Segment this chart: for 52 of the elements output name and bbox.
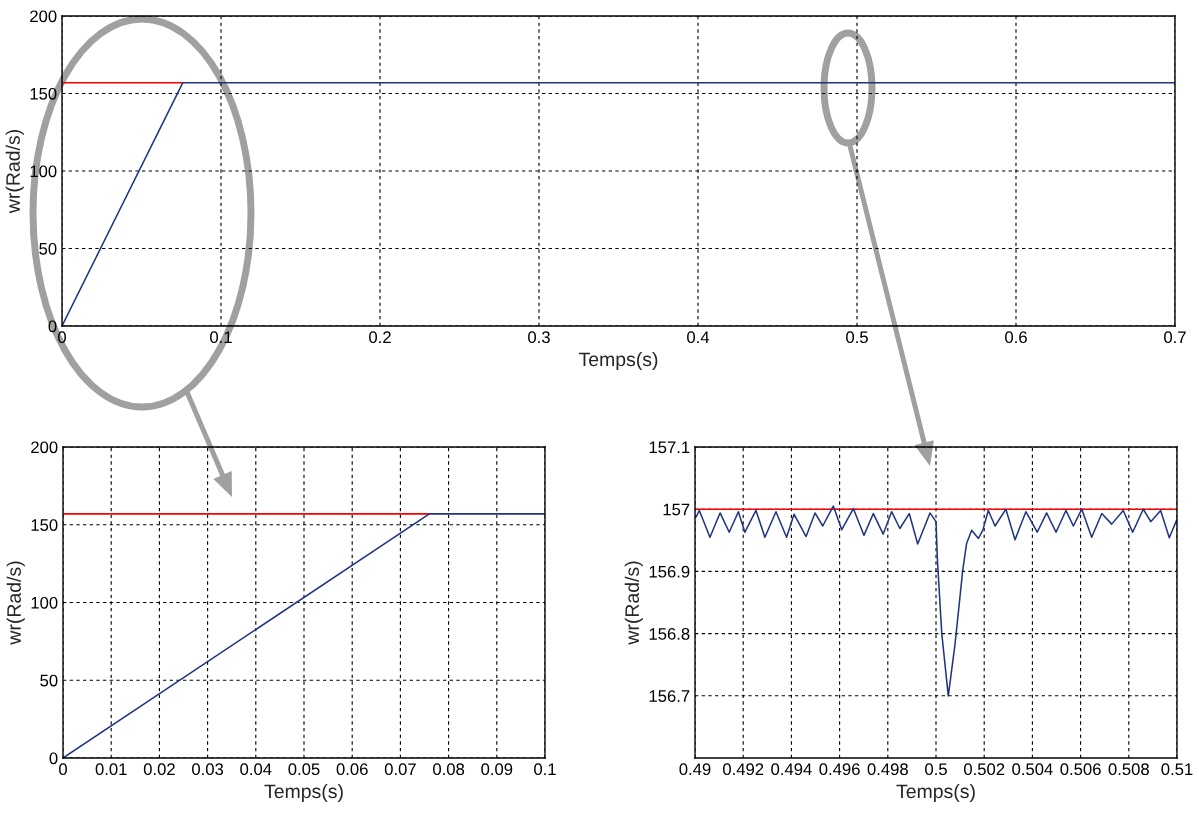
x-tick-label: 0.03: [192, 763, 224, 776]
y-tick-label: 200: [31, 441, 58, 454]
x-tick-label: 0.492: [723, 763, 764, 776]
x-axis-title: Temps(s): [578, 351, 658, 371]
x-tick-label: 0.2: [369, 331, 391, 344]
x-tick-label: 0.01: [95, 763, 127, 776]
y-tick-label: 156.9: [649, 565, 690, 578]
x-tick-label: 0: [59, 763, 67, 776]
x-tick-label: 0.02: [143, 763, 175, 776]
y-tick-label: 100: [30, 165, 57, 178]
y-tick-label: 156.7: [649, 690, 690, 702]
x-tick-label: 0.07: [384, 763, 416, 776]
x-tick-label: 0.09: [481, 763, 513, 776]
x-axis-title: Temps(s): [896, 783, 975, 803]
y-tick-label: 200: [30, 10, 57, 23]
x-tick-label: 0.498: [867, 763, 908, 776]
x-tick-label: 0.04: [240, 763, 272, 776]
x-axis-title: Temps(s): [264, 783, 343, 803]
y-tick-label: 156.8: [649, 628, 690, 640]
y-tick-label: 50: [40, 674, 58, 687]
y-axis-title: wr(Rad/s): [5, 130, 24, 214]
x-tick-label: 0.5: [846, 331, 868, 344]
x-tick-label: 0.504: [1012, 763, 1053, 776]
x-tick-label: 0.494: [771, 763, 812, 776]
x-tick-label: 0.496: [819, 763, 860, 776]
x-tick-label: 0.508: [1108, 763, 1149, 776]
y-tick-label: 100: [31, 596, 58, 609]
y-axis-title: wr(Rad/s): [6, 561, 25, 645]
x-tick-label: 0.3: [528, 331, 550, 344]
x-tick-label: 0.1: [534, 763, 556, 776]
x-tick-label: 0.5: [925, 763, 947, 776]
x-tick-label: 0.1: [210, 331, 232, 344]
y-tick-label: 50: [39, 242, 57, 255]
x-tick-label: 0.05: [288, 763, 320, 776]
line-series: [695, 505, 1177, 697]
x-tick-label: 0.502: [964, 763, 1005, 776]
x-tick-label: 0.51: [1161, 763, 1193, 776]
x-tick-label: 0.4: [687, 331, 710, 344]
x-tick-label: 0.08: [433, 763, 465, 776]
y-tick-label: 150: [30, 87, 57, 100]
x-tick-label: 0.6: [1005, 331, 1027, 344]
y-tick-label: 157.1: [649, 441, 690, 454]
y-tick-label: 150: [31, 519, 58, 531]
y-tick-label: 0: [48, 320, 57, 333]
x-tick-label: 0.06: [336, 763, 368, 776]
x-tick-label: 0.506: [1060, 763, 1101, 776]
y-tick-label: 157: [663, 503, 690, 516]
x-tick-label: 0.7: [1164, 331, 1186, 344]
y-tick-label: 0: [49, 752, 58, 765]
x-tick-label: 0: [58, 331, 66, 344]
x-tick-label: 0.49: [679, 763, 711, 776]
y-axis-title: wr(Rad/s): [624, 561, 643, 645]
